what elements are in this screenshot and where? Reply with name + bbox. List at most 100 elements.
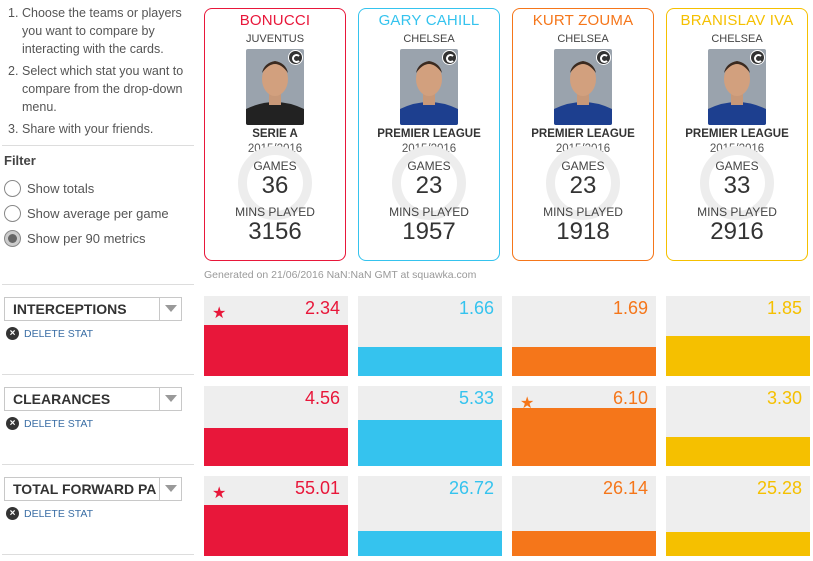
mins-played-label: MINS PLAYED (697, 205, 777, 219)
delete-stat-button[interactable]: × DELETE STAT (6, 327, 93, 340)
stat-value: 6.10 (612, 388, 648, 408)
radio-button[interactable] (4, 205, 21, 222)
radio-show-totals[interactable]: Show totals (4, 180, 94, 197)
player-league[interactable]: PREMIER LEAGUE (377, 128, 481, 140)
star-icon: ★ (212, 485, 227, 502)
stat-value: 26.72 (448, 478, 494, 498)
player-club: CHELSEA (711, 33, 763, 45)
divider (2, 554, 194, 555)
stat-cell: 5.33 (358, 386, 502, 466)
player-club: JUVENTUS (245, 33, 305, 45)
swap-player-icon[interactable] (750, 50, 765, 65)
player-league[interactable]: PREMIER LEAGUE (685, 128, 789, 140)
stat-bar (358, 531, 502, 556)
swap-player-icon[interactable] (442, 50, 457, 65)
mins-played-value: 3156 (248, 218, 302, 245)
close-circle-icon: × (6, 507, 19, 520)
stat-value: 26.14 (602, 478, 648, 498)
player-photo (708, 49, 766, 125)
games-value: 33 (723, 172, 751, 199)
radio-label: Show average per game (27, 206, 169, 221)
sidebar: 1. Choose the teams or players you want t… (0, 0, 196, 561)
radio-label: Show per 90 metrics (27, 231, 146, 246)
radio-button[interactable] (4, 230, 21, 247)
mins-played-label: MINS PLAYED (543, 205, 623, 219)
stat-value: 2.34 (304, 298, 340, 318)
stat-dropdown-label: INTERCEPTIONS (13, 301, 127, 317)
player-league[interactable]: SERIE A (252, 128, 298, 140)
stat-dropdown-interceptions[interactable]: INTERCEPTIONS (4, 297, 182, 321)
divider (2, 145, 194, 146)
player-league[interactable]: PREMIER LEAGUE (531, 128, 635, 140)
stat-bar (666, 532, 810, 556)
stat-value: 4.56 (304, 388, 340, 408)
stat-value: 25.28 (756, 478, 802, 498)
stat-dropdown-label: TOTAL FORWARD PA (13, 481, 157, 497)
stat-value: 1.69 (612, 298, 648, 318)
star-icon: ★ (212, 305, 227, 322)
player-card[interactable]: BRANISLAV IVA CHELSEA PREMIER LEAGUE 201… (666, 8, 808, 261)
games-label: GAMES (407, 159, 451, 173)
stat-dropdown-total-forward-passes[interactable]: TOTAL FORWARD PA (4, 477, 182, 501)
player-card[interactable]: BONUCCI JUVENTUS SERIE A 2015/2016 GAMES… (204, 8, 346, 261)
instruction-item: 2. Select which stat you want to compare … (8, 62, 192, 116)
swap-player-icon[interactable] (288, 50, 303, 65)
generated-note: Generated on 21/06/2016 NaN:NaN GMT at s… (204, 269, 477, 281)
player-photo (400, 49, 458, 125)
player-photo-image (708, 49, 766, 125)
player-card[interactable]: KURT ZOUMA CHELSEA PREMIER LEAGUE 2015/2… (512, 8, 654, 261)
instruction-text: Share with your friends. (22, 122, 154, 136)
stat-dropdown-label: CLEARANCES (13, 391, 111, 407)
instruction-number: 2. (8, 64, 19, 78)
player-card[interactable]: GARY CAHILL CHELSEA PREMIER LEAGUE 2015/… (358, 8, 500, 261)
close-circle-icon: × (6, 417, 19, 430)
mins-played-label: MINS PLAYED (235, 205, 315, 219)
stat-value: 1.85 (766, 298, 802, 318)
mins-played-value: 1918 (556, 218, 610, 245)
player-club: CHELSEA (557, 33, 609, 45)
player-name[interactable]: BONUCCI (239, 12, 311, 29)
stat-bar (204, 428, 348, 466)
filter-title: Filter (4, 153, 36, 168)
games-label: GAMES (561, 159, 605, 173)
chevron-down-icon[interactable] (159, 388, 181, 410)
delete-stat-button[interactable]: × DELETE STAT (6, 417, 93, 430)
player-name[interactable]: KURT ZOUMA (532, 12, 634, 29)
stat-value: 3.30 (766, 388, 802, 408)
radio-button[interactable] (4, 180, 21, 197)
instruction-text: Choose the teams or players you want to … (22, 6, 182, 56)
radio-show-per-90[interactable]: Show per 90 metrics (4, 230, 146, 247)
delete-stat-label: DELETE STAT (24, 507, 94, 520)
player-photo (246, 49, 304, 125)
mins-played-value: 2916 (710, 218, 764, 245)
close-circle-icon: × (6, 327, 19, 340)
stat-cell: 26.14 (512, 476, 656, 556)
games-value: 23 (569, 172, 597, 199)
stat-value: 1.66 (458, 298, 494, 318)
chevron-down-icon[interactable] (159, 478, 181, 500)
radio-show-average[interactable]: Show average per game (4, 205, 169, 222)
stat-bar (204, 505, 348, 556)
mins-played-value: 1957 (402, 218, 456, 245)
instruction-number: 3. (8, 122, 19, 136)
instruction-item: 3. Share with your friends. (8, 120, 192, 138)
radio-label: Show totals (27, 181, 95, 196)
games-label: GAMES (715, 159, 759, 173)
instructions-list: 1. Choose the teams or players you want t… (0, 0, 196, 138)
stat-bar (512, 408, 656, 466)
swap-player-icon[interactable] (596, 50, 611, 65)
stat-bar (512, 531, 656, 556)
delete-stat-button[interactable]: × DELETE STAT (6, 507, 93, 520)
stat-cell: ★ 6.10 (512, 386, 656, 466)
games-ring (392, 146, 466, 220)
divider (2, 464, 194, 465)
player-name[interactable]: BRANISLAV IVA (680, 12, 794, 29)
player-photo-image (400, 49, 458, 125)
games-ring (700, 146, 774, 220)
stat-dropdown-clearances[interactable]: CLEARANCES (4, 387, 182, 411)
stat-cell: ★ 2.34 (204, 296, 348, 376)
stat-cell: 3.30 (666, 386, 810, 466)
chevron-down-icon[interactable] (159, 298, 181, 320)
instruction-number: 1. (8, 6, 19, 20)
player-name[interactable]: GARY CAHILL (378, 12, 480, 29)
